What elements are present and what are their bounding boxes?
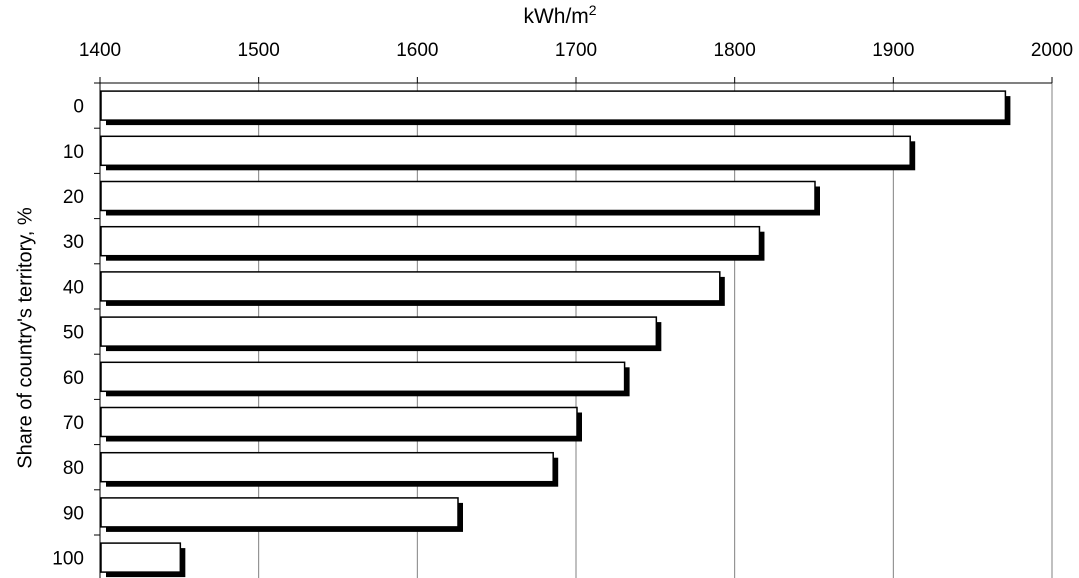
bar — [101, 272, 720, 301]
x-tick-labels: 1400 1500 1600 1700 1800 1900 2000 — [79, 40, 1073, 61]
bar — [101, 543, 180, 572]
y-tick-label: 80 — [63, 458, 84, 479]
x-tick-label: 1700 — [555, 40, 597, 61]
x-tick-label: 1800 — [714, 40, 756, 61]
y-tick-label: 0 — [73, 97, 84, 118]
y-tick-label: 40 — [63, 277, 84, 298]
bar — [101, 91, 1005, 120]
x-tick-label: 1600 — [396, 40, 438, 61]
y-tick-label: 60 — [63, 368, 84, 389]
x-axis-title-superscript: 2 — [589, 2, 597, 18]
bar — [101, 498, 458, 527]
bars — [101, 91, 1010, 577]
bar — [101, 182, 815, 211]
y-tick-label: 20 — [63, 187, 84, 208]
bar — [101, 453, 553, 482]
y-tick-label: 50 — [63, 323, 84, 344]
y-tick-label: 90 — [63, 503, 84, 524]
bar — [101, 227, 759, 256]
bar — [101, 136, 910, 165]
x-axis-title: kWh/m2 — [460, 2, 660, 29]
x-axis-title-text: kWh/m — [523, 5, 588, 28]
y-tick-label: 70 — [63, 413, 84, 434]
y-tick-labels: 0 10 20 30 40 50 60 70 80 90 100 — [52, 97, 84, 570]
x-tick-label: 1900 — [872, 40, 914, 61]
y-tick-label: 100 — [52, 549, 84, 570]
bar — [101, 362, 625, 391]
y-tick-label: 30 — [63, 232, 84, 253]
bar — [101, 317, 656, 346]
y-tick-label: 10 — [63, 142, 84, 163]
y-axis-title: Share of country's territory, % — [15, 207, 38, 468]
x-tick-label: 1400 — [79, 40, 121, 61]
x-tick-label: 2000 — [1031, 40, 1073, 61]
bar — [101, 408, 577, 437]
x-tick-label: 1500 — [238, 40, 280, 61]
